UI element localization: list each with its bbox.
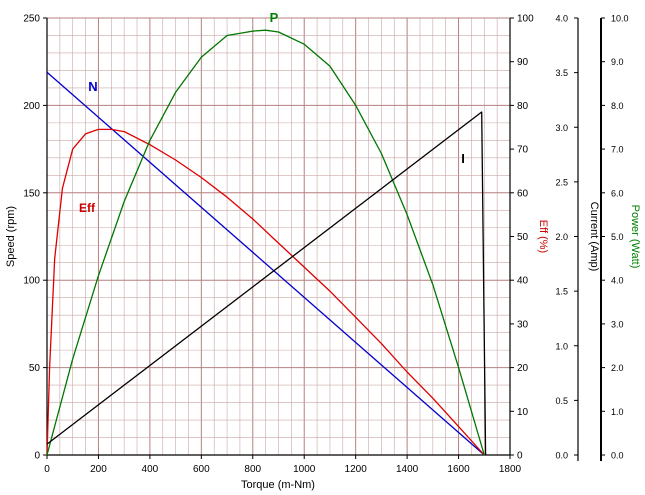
current-tick-label: 0.0 xyxy=(555,451,568,461)
current-tick-label: 1.5 xyxy=(555,287,568,297)
series-p-line xyxy=(46,29,485,456)
annotations: N Eff P I xyxy=(79,10,465,215)
eff-axis: 0 10 20 30 40 50 60 70 80 90 100 Eff (%) xyxy=(510,14,549,462)
power-tick-label: 8.0 xyxy=(611,101,624,111)
x-tick-label: 800 xyxy=(244,464,261,475)
current-tick-label: 2.5 xyxy=(555,177,568,187)
eff-axis-title: Eff (%) xyxy=(537,220,549,253)
power-axis-title: Power (Watt) xyxy=(629,205,641,269)
speed-tick-label: 0 xyxy=(34,451,40,462)
speed-tick-label: 100 xyxy=(23,276,40,287)
x-tick-label: 1200 xyxy=(345,464,368,475)
eff-tick-label: 60 xyxy=(517,188,529,199)
eff-tick-label: 90 xyxy=(517,57,529,68)
x-tick-label: 200 xyxy=(90,464,107,475)
power-tick-label: 6.0 xyxy=(611,188,624,198)
speed-tick-label: 250 xyxy=(23,14,40,25)
current-axis-title: Current (Amp) xyxy=(588,202,600,272)
power-axis: 0.0 1.0 2.0 3.0 4.0 5.0 6.0 7.0 8.0 9.0 10.0 Power … xyxy=(600,14,641,461)
x-tick-label: 1000 xyxy=(293,464,316,475)
speed-axis: 0 50 100 150 200 250 Speed (rpm) xyxy=(5,14,47,462)
grid xyxy=(46,17,511,456)
eff-tick-label: 80 xyxy=(517,101,529,112)
x-tick-label: 600 xyxy=(193,464,210,475)
current-tick-label: 2.0 xyxy=(555,232,568,242)
x-tick-label: 1800 xyxy=(499,464,522,475)
current-tick-label: 1.0 xyxy=(555,341,568,351)
speed-axis-title: Speed (rpm) xyxy=(5,206,17,267)
current-tick-label: 3.5 xyxy=(555,68,568,78)
current-axis: 0.0 0.5 1.0 1.5 2.0 2.5 3.0 3.5 4.0 Current (Amp) xyxy=(555,14,600,461)
series-eff-line xyxy=(46,128,485,456)
curve-label-i: I xyxy=(461,151,465,166)
power-tick-label: 2.0 xyxy=(611,363,624,373)
x-tick-label: 400 xyxy=(142,464,159,475)
power-tick-label: 10.0 xyxy=(611,14,629,24)
eff-tick-label: 100 xyxy=(517,14,534,25)
eff-tick-label: 70 xyxy=(517,145,529,156)
eff-tick-label: 30 xyxy=(517,319,529,330)
power-tick-label: 1.0 xyxy=(611,407,624,417)
curve-label-n: N xyxy=(88,79,97,94)
speed-tick-label: 150 xyxy=(23,188,40,199)
eff-tick-label: 50 xyxy=(517,232,529,243)
x-axis-title: Torque (m-Nm) xyxy=(241,479,315,491)
x-axis: 0 200 400 600 800 1000 1200 1400 1600 1800 Torque … xyxy=(44,455,522,491)
series-i-line xyxy=(46,111,487,456)
eff-tick-label: 0 xyxy=(517,451,523,462)
eff-tick-label: 40 xyxy=(517,276,529,287)
eff-tick-label: 10 xyxy=(517,407,529,418)
speed-tick-label: 200 xyxy=(23,101,40,112)
curve-label-eff: Eff xyxy=(79,201,96,215)
curve-label-p: P xyxy=(270,10,279,25)
power-tick-label: 7.0 xyxy=(611,145,624,155)
power-tick-label: 5.0 xyxy=(611,232,624,242)
speed-tick-label: 50 xyxy=(29,363,41,374)
x-tick-label: 1400 xyxy=(396,464,419,475)
x-tick-label: 1600 xyxy=(447,464,470,475)
series-group xyxy=(46,29,487,456)
current-tick-label: 4.0 xyxy=(555,14,568,24)
power-tick-label: 4.0 xyxy=(611,276,624,286)
current-tick-label: 0.5 xyxy=(555,396,568,406)
power-tick-label: 3.0 xyxy=(611,319,624,329)
series-n-line xyxy=(46,71,485,456)
x-tick-label: 0 xyxy=(44,464,50,475)
power-tick-label: 0.0 xyxy=(611,451,624,461)
current-tick-label: 3.0 xyxy=(555,123,568,133)
power-tick-label: 9.0 xyxy=(611,57,624,67)
eff-tick-label: 20 xyxy=(517,363,529,374)
